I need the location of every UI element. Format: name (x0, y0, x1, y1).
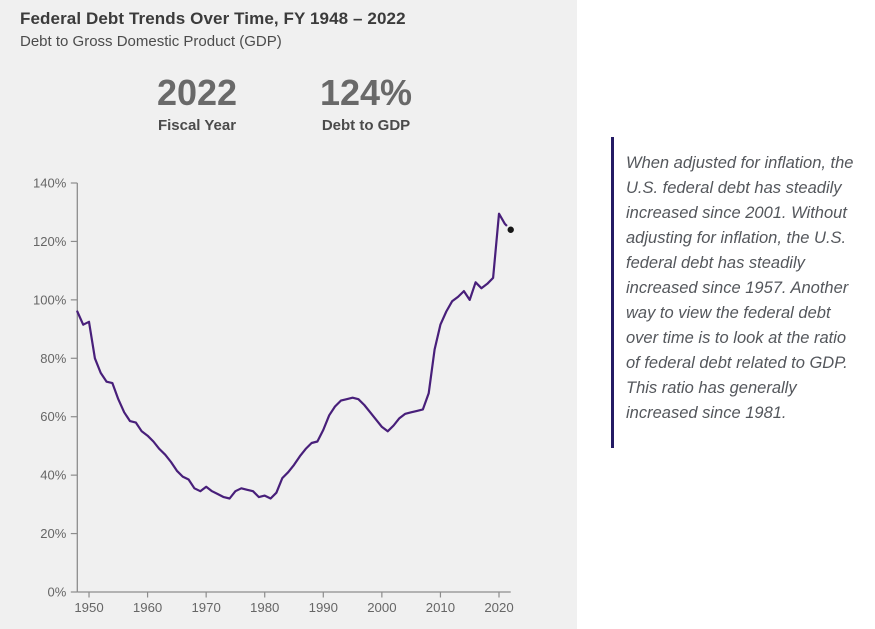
page-title: Federal Debt Trends Over Time, FY 1948 –… (20, 9, 406, 28)
y-tick-label: 80% (40, 351, 66, 366)
debt-to-gdp-value: 124% (319, 72, 413, 113)
x-tick-label: 1970 (191, 600, 220, 615)
fiscal-year-stat: 2022 Fiscal Year (117, 72, 277, 135)
y-tick-label: 40% (40, 468, 66, 483)
x-tick-label: 2020 (484, 600, 513, 615)
y-tick-label: 60% (40, 409, 66, 424)
x-tick-label: 1990 (309, 600, 338, 615)
x-tick-label: 1950 (74, 600, 103, 615)
note-text: When adjusted for inflation, the U.S. fe… (626, 154, 854, 422)
note-block: When adjusted for inflation, the U.S. fe… (611, 137, 861, 448)
y-tick-label: 140% (33, 176, 67, 191)
page-subtitle: Debt to Gross Domestic Product (GDP) (20, 33, 282, 50)
debt-to-gdp-stat: 124% Debt to GDP (286, 72, 446, 135)
x-tick-label: 2000 (367, 600, 396, 615)
x-tick-label: 1980 (250, 600, 279, 615)
x-tick-label: 2010 (426, 600, 455, 615)
debt-to-gdp-label: Debt to GDP (321, 117, 411, 134)
debt-trend-chart[interactable]: 0% 20% 40% 60% 80% 100% 120% 140% 1950 1960 1970 19… (0, 160, 577, 629)
fiscal-year-label: Fiscal Year (157, 117, 237, 134)
chart-panel: Federal Debt Trends Over Time, FY 1948 –… (0, 0, 577, 629)
chart-endpoint-dot[interactable] (505, 224, 517, 236)
y-tick-label: 0% (48, 585, 67, 600)
y-tick-label: 20% (40, 526, 66, 541)
y-tick-label: 100% (33, 292, 67, 307)
x-tick-label: 1960 (133, 600, 162, 615)
debt-to-gdp-line[interactable] (76, 212, 512, 500)
fiscal-year-value: 2022 (156, 72, 238, 113)
y-tick-label: 120% (33, 234, 67, 249)
